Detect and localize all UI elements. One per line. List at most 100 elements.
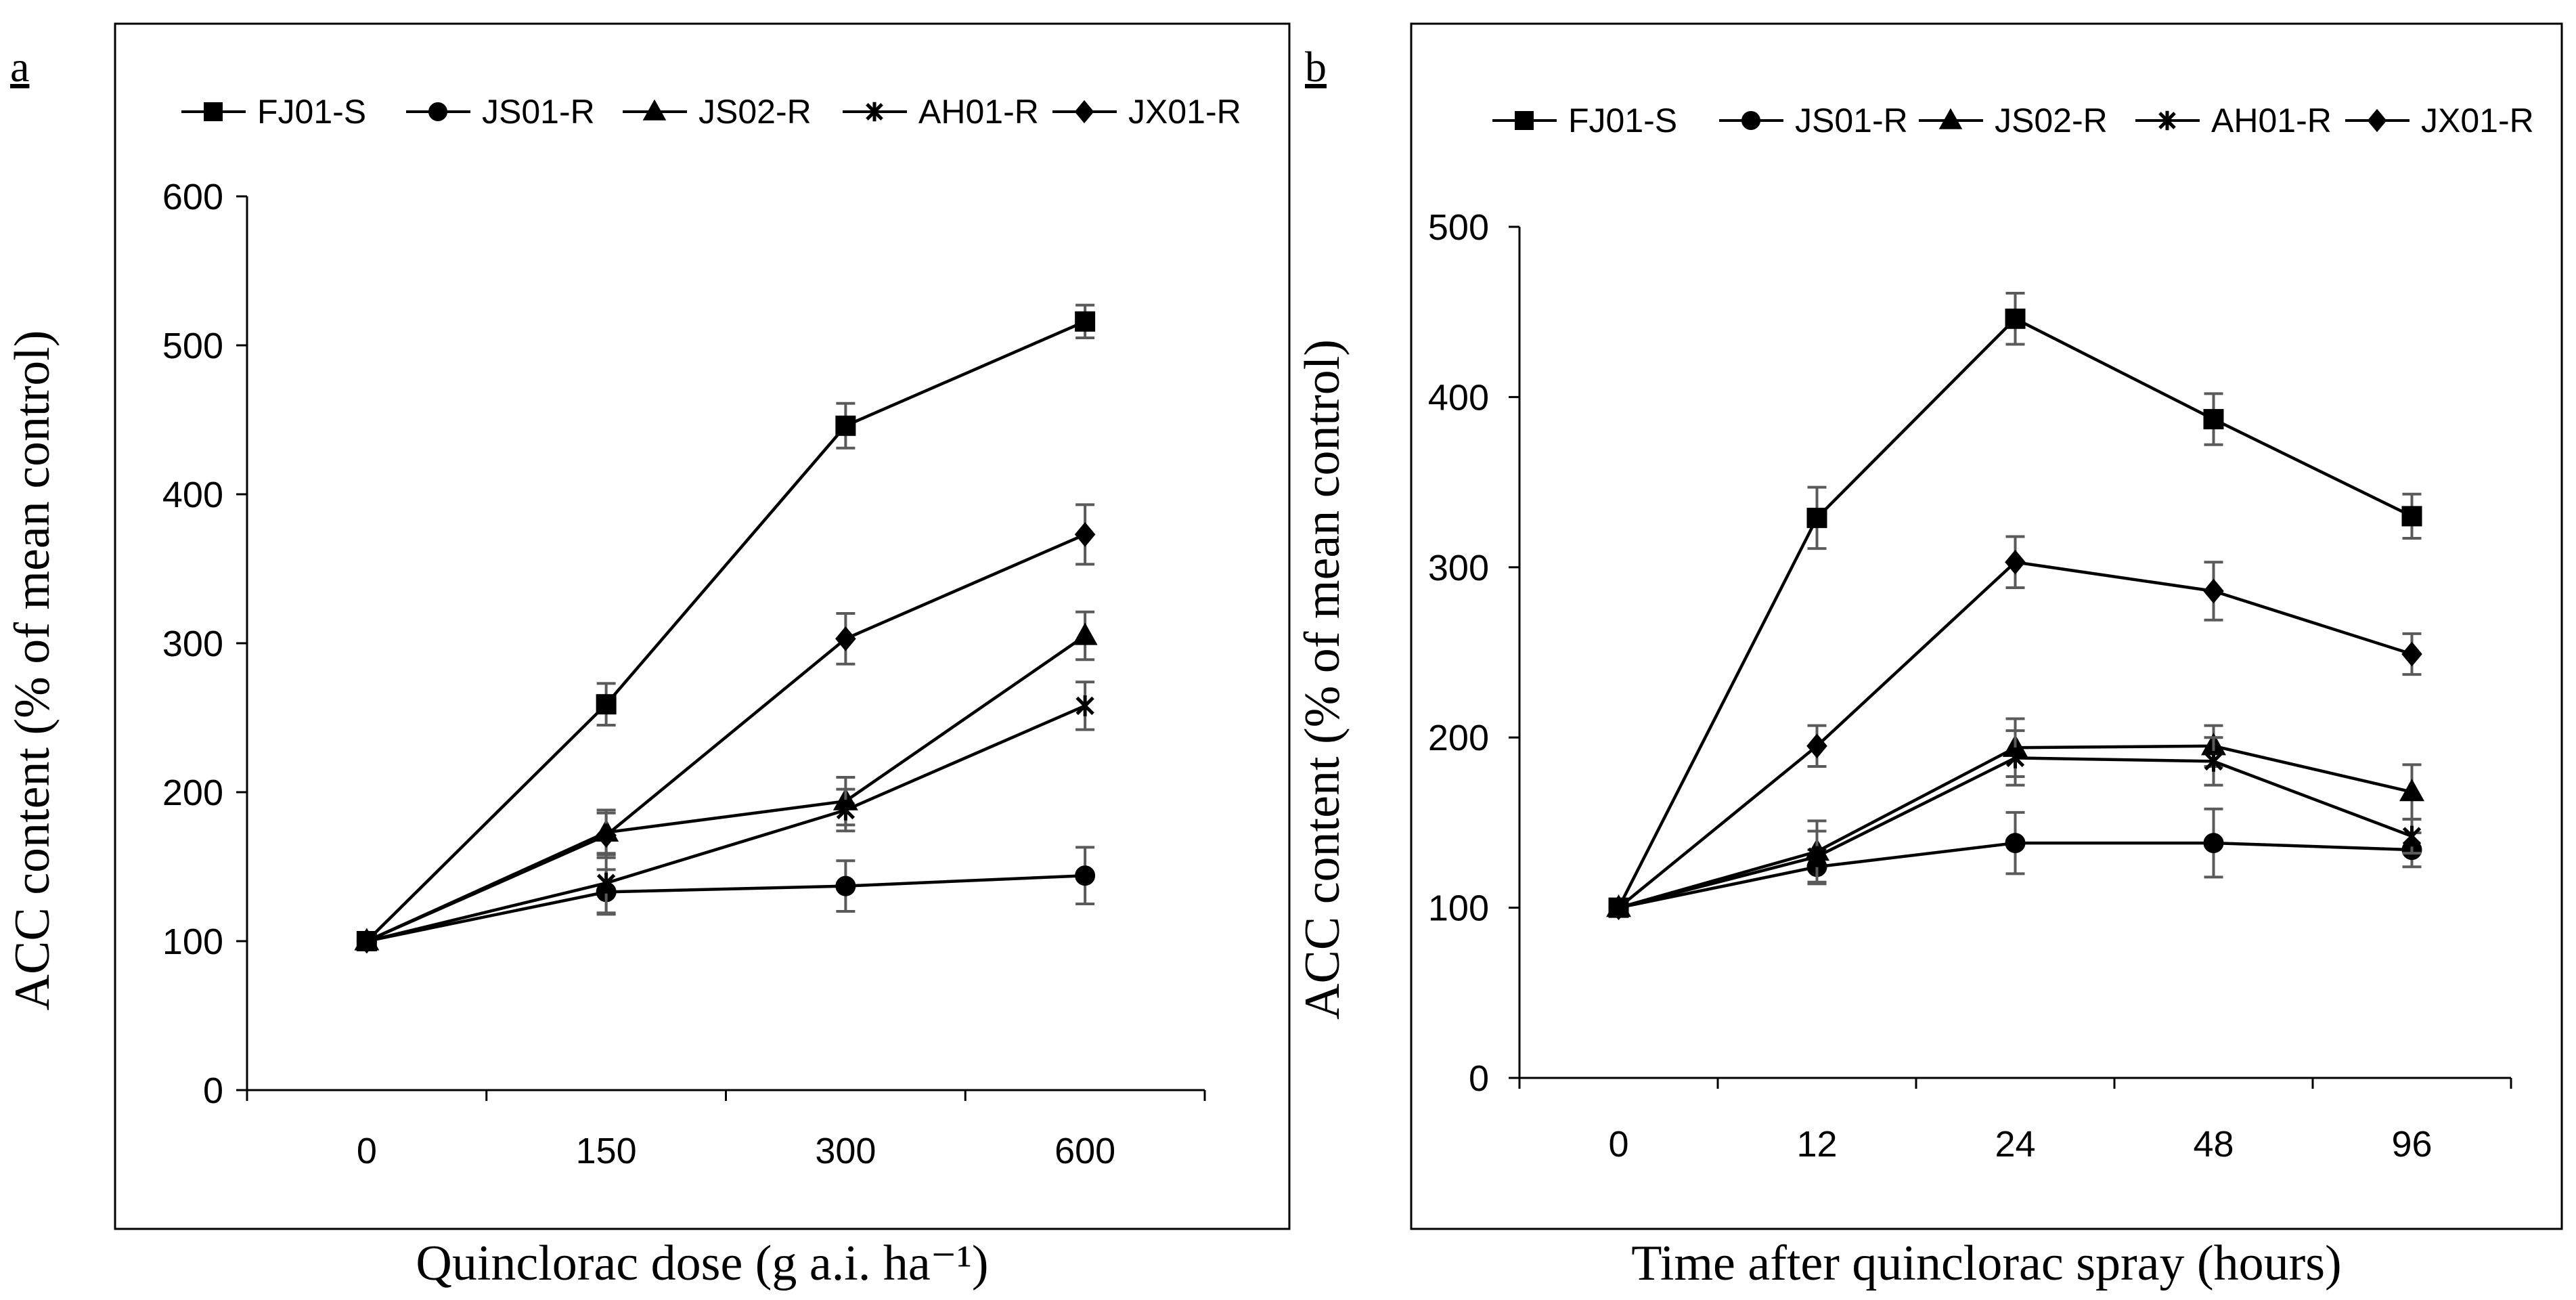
chart-panel-a: a 0 100 200 300 400 500 600 0 150 300 600 ACC conten…	[5, 22, 1291, 1291]
data-point	[1608, 895, 1629, 920]
legend-label: FJ01-S	[1568, 102, 1677, 139]
legend-label: JX01-R	[1128, 93, 1241, 131]
legend-entry: JS01-R	[406, 93, 595, 131]
series-line	[365, 634, 1086, 943]
x-tick-label: 48	[2193, 1124, 2234, 1165]
data-point	[835, 415, 856, 436]
data-point	[1075, 865, 1096, 886]
legend-label: JS02-R	[1995, 102, 2108, 139]
legend-marker-star	[2158, 110, 2176, 131]
data-point	[596, 694, 617, 715]
data-point	[2203, 409, 2224, 430]
data-point	[1806, 507, 1827, 528]
data-point	[356, 928, 378, 954]
panel-frame	[114, 22, 1291, 1230]
panel-frame	[1410, 22, 2563, 1230]
y-tick-label: 200	[1428, 718, 1489, 758]
data-point	[1806, 733, 1827, 759]
legend-marker-square	[204, 102, 223, 121]
legend-entry: JS02-R	[1919, 102, 2108, 139]
y-axis-title: ACC content (% of mean control)	[1295, 339, 1350, 1020]
series-JX01-R	[356, 503, 1096, 954]
y-tick-label: 600	[162, 177, 223, 217]
data-point	[2203, 578, 2224, 604]
data-point	[2005, 747, 2025, 768]
x-axis-title: Time after quinclorac spray (hours)	[1631, 1236, 2341, 1291]
series-FJ01-S	[356, 303, 1096, 951]
data-point	[836, 800, 856, 821]
data-point	[1075, 695, 1094, 716]
x-tick-label: 300	[815, 1131, 876, 1171]
data-point	[1072, 622, 1098, 645]
y-tick-label: 100	[1428, 888, 1489, 929]
y-tick-label: 100	[162, 922, 223, 962]
data-point	[835, 875, 856, 896]
data-point	[2203, 833, 2224, 854]
series-JS01-R	[1608, 807, 2422, 918]
y-tick-label: 400	[1428, 377, 1489, 418]
y-tick-label: 0	[203, 1070, 223, 1111]
data-point	[596, 823, 617, 848]
x-tick-label: 24	[1995, 1124, 2035, 1165]
legend-marker-circle	[428, 102, 447, 121]
x-tick-label: 12	[1796, 1124, 1837, 1165]
series-line	[365, 533, 1086, 943]
series-line	[366, 704, 1086, 943]
x-axis-title: Quinclorac dose (g a.i. ha⁻¹)	[416, 1236, 988, 1291]
legend-marker-star	[866, 102, 883, 122]
legend-marker-diamond	[2367, 108, 2387, 133]
x-tick-label: 0	[357, 1131, 377, 1171]
legend-label: JS01-R	[482, 93, 595, 131]
y-axis-title: ACC content (% of mean control)	[5, 330, 60, 1011]
legend-marker-circle	[1741, 111, 1760, 130]
x-tick-label: 600	[1054, 1131, 1115, 1171]
y-tick-label: 0	[1469, 1058, 1489, 1099]
legend-label: JS02-R	[698, 93, 812, 131]
legend-entry: JS01-R	[1719, 102, 1908, 139]
panel-label: a	[10, 43, 29, 91]
legend-entry: FJ01-S	[181, 93, 366, 131]
data-point	[596, 872, 616, 894]
legend-entry: AH01-R	[843, 93, 1039, 131]
legend-marker-triangle	[642, 99, 667, 121]
legend-label: JX01-R	[2421, 102, 2534, 139]
panel-label: b	[1305, 43, 1327, 91]
series-JS01-R	[356, 846, 1096, 951]
data-point	[2399, 779, 2425, 802]
data-point	[2005, 833, 2026, 854]
legend-label: FJ01-S	[257, 93, 366, 131]
legend-label: JS01-R	[1795, 102, 1908, 139]
chart-panel-b: b 0 100 200 300 400 500 0 12 24 48 96 ACC content (%…	[1295, 22, 2563, 1291]
y-tick-label: 500	[162, 326, 223, 366]
series-line	[365, 320, 1086, 942]
x-tick-label: 150	[576, 1131, 637, 1171]
data-point	[835, 626, 856, 651]
y-tick-label: 300	[1428, 548, 1489, 588]
data-point	[2401, 641, 2422, 667]
y-tick-label: 400	[162, 475, 223, 515]
y-tick-label: 200	[162, 773, 223, 813]
data-point	[2005, 549, 2026, 575]
legend-entry: JX01-R	[2345, 102, 2534, 139]
legend-marker-diamond	[1074, 100, 1094, 124]
series-JX01-R	[1608, 535, 2422, 920]
data-point	[2204, 751, 2223, 772]
legend-entry: JX01-R	[1052, 93, 1241, 131]
data-point	[2005, 308, 2026, 329]
legend-entry: FJ01-S	[1492, 102, 1677, 139]
data-point	[1807, 846, 1827, 867]
x-tick-label: 0	[1608, 1124, 1628, 1165]
data-point	[2402, 825, 2422, 847]
legend-marker-square	[1515, 111, 1534, 130]
legend-entry: AH01-R	[2135, 102, 2332, 139]
y-tick-label: 500	[1428, 207, 1489, 248]
x-tick-label: 96	[2391, 1124, 2432, 1165]
data-point	[2401, 506, 2422, 527]
legend-label: AH01-R	[2211, 102, 2332, 139]
series-line	[366, 873, 1086, 943]
data-point	[1075, 311, 1096, 332]
legend-label: AH01-R	[918, 93, 1039, 131]
legend-entry: JS02-R	[623, 93, 812, 131]
data-point	[1074, 522, 1096, 547]
